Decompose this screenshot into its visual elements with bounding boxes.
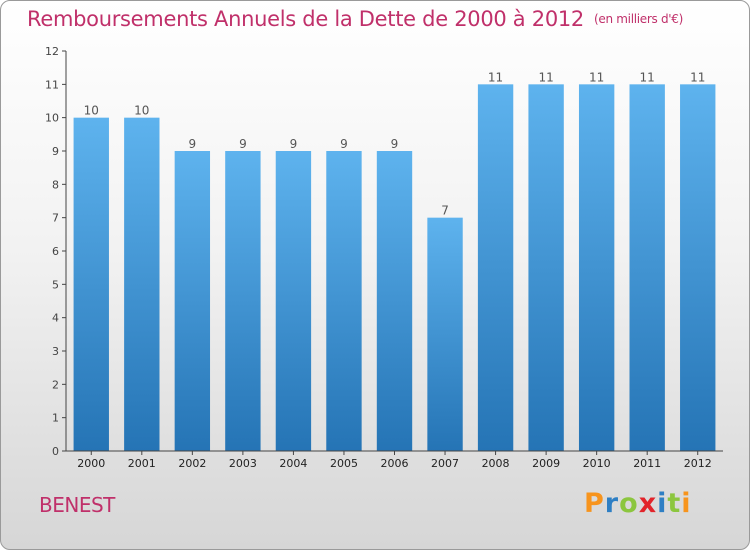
x-tick-label: 2009	[532, 457, 560, 470]
logo-letter: i	[657, 488, 668, 519]
y-tick-label: 2	[52, 378, 59, 391]
data-label: 9	[340, 137, 348, 151]
data-label: 11	[538, 70, 553, 84]
data-label: 11	[690, 70, 705, 84]
y-tick-label: 5	[52, 278, 59, 291]
bar[interactable]	[73, 117, 109, 452]
data-label: 10	[84, 104, 99, 118]
logo-letter: o	[619, 488, 639, 519]
x-tick-label: 2001	[128, 457, 156, 470]
chart-title-unit: (en milliers d'€)	[594, 12, 684, 26]
y-tick-label: 8	[52, 178, 59, 191]
chart-title: Remboursements Annuels de la Dette de 20…	[27, 7, 683, 31]
logo-letter: t	[667, 488, 682, 519]
data-label: 11	[640, 70, 655, 84]
logo-letter: i	[681, 488, 692, 519]
bar[interactable]	[225, 151, 261, 451]
bar[interactable]	[174, 151, 211, 451]
data-label: 9	[290, 137, 298, 151]
x-tick-label: 2004	[279, 457, 307, 470]
y-tick-label: 9	[52, 145, 59, 158]
y-tick-label: 1	[52, 412, 59, 425]
y-tick-label: 6	[52, 245, 59, 258]
commune-name: BENEST	[39, 493, 115, 517]
bar[interactable]	[629, 84, 665, 451]
data-label: 9	[239, 137, 247, 151]
y-tick-label: 11	[45, 78, 59, 91]
bar[interactable]	[326, 151, 362, 451]
x-tick-label: 2011	[633, 457, 661, 470]
data-label: 7	[441, 204, 449, 218]
y-tick-label: 7	[52, 212, 59, 225]
bar[interactable]	[578, 84, 615, 451]
logo-letter: P	[584, 488, 605, 519]
bar[interactable]	[477, 84, 514, 451]
data-label: 10	[134, 104, 149, 118]
chart-title-text: Remboursements Annuels de la Dette de 20…	[27, 7, 584, 31]
bar[interactable]	[124, 117, 160, 452]
logo-letter: r	[604, 488, 620, 519]
x-tick-label: 2007	[431, 457, 459, 470]
y-tick-label: 12	[45, 45, 59, 58]
data-label: 9	[189, 137, 197, 151]
bar[interactable]	[275, 151, 312, 451]
data-label: 9	[391, 137, 399, 151]
bar[interactable]	[680, 84, 716, 451]
x-tick-label: 2002	[178, 457, 206, 470]
x-tick-label: 2008	[482, 457, 510, 470]
y-tick-label: 10	[45, 112, 59, 125]
proxiti-logo[interactable]: Proxiti	[584, 488, 692, 519]
logo-letter: x	[638, 488, 658, 519]
y-tick-label: 0	[52, 445, 59, 458]
bar[interactable]	[427, 217, 463, 451]
data-label: 11	[589, 70, 604, 84]
x-tick-label: 2000	[77, 457, 105, 470]
x-tick-label: 2012	[684, 457, 712, 470]
bar[interactable]	[528, 84, 564, 451]
bar[interactable]	[376, 151, 413, 451]
data-label: 11	[488, 70, 503, 84]
x-tick-label: 2005	[330, 457, 358, 470]
x-tick-label: 2010	[583, 457, 611, 470]
y-tick-label: 4	[52, 312, 59, 325]
x-tick-label: 2003	[229, 457, 257, 470]
x-tick-label: 2006	[381, 457, 409, 470]
y-tick-label: 3	[52, 345, 59, 358]
